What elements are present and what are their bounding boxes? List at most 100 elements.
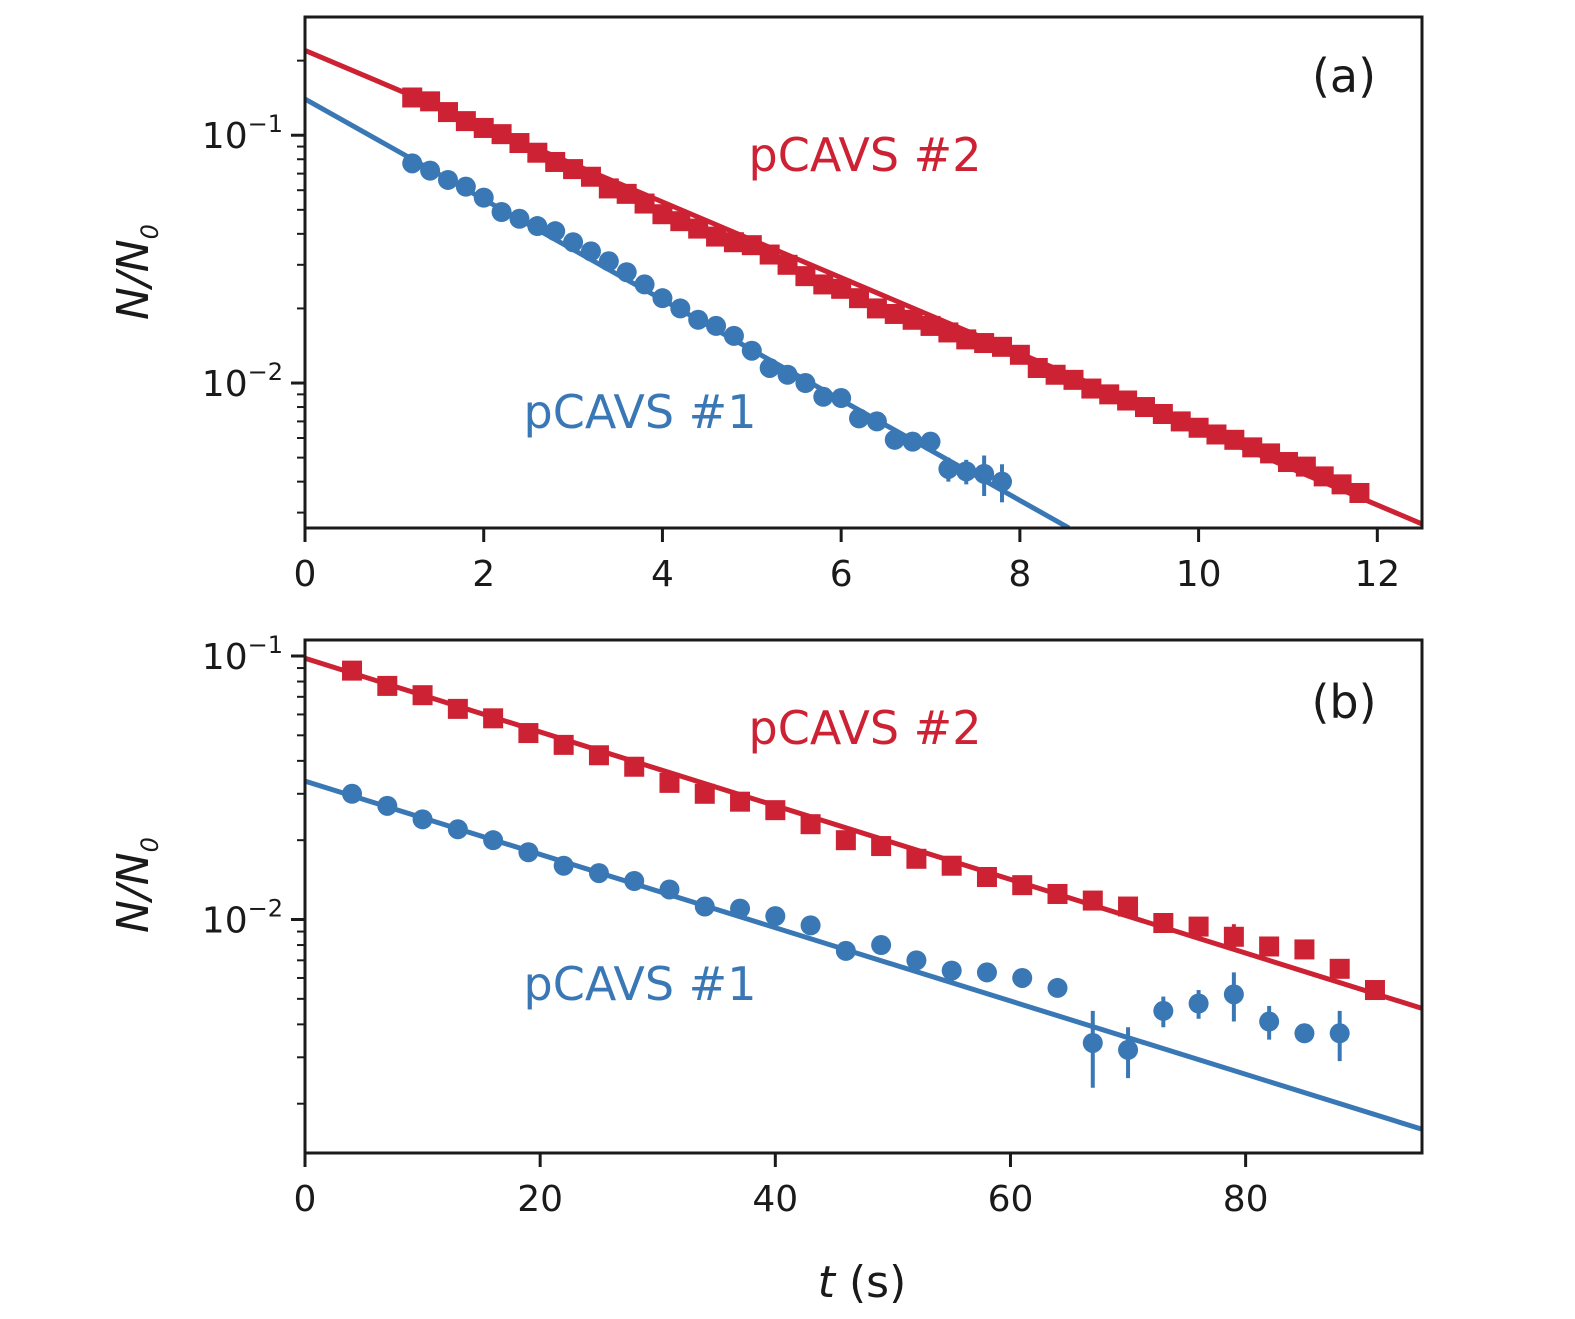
data-point [518,723,539,744]
data-point [694,783,715,804]
data-point [437,102,458,123]
data-point [1012,875,1033,896]
data-point [588,863,609,884]
data-point [835,940,856,961]
data-point [1295,456,1316,477]
data-point [634,274,655,295]
x-axis-title: t (s) [818,1257,907,1308]
data-point [723,232,744,253]
x-tick-label: 10 [1176,554,1222,595]
svg-text:N/N0: N/N0 [108,837,164,933]
data-point [624,871,645,892]
panel-a-label: (a) [1312,49,1376,103]
data-point [723,325,744,346]
data-point [1259,936,1280,957]
panel-b-series2-label: pCAVS #2 [749,701,982,755]
data-point [377,675,398,696]
data-point [1170,411,1191,432]
data-point [659,879,680,900]
data-point [688,309,709,330]
panel-b-label: (b) [1311,675,1376,729]
data-point [563,232,584,253]
data-point [342,783,363,804]
data-point [491,201,512,222]
data-point [1082,890,1103,911]
data-point [938,322,959,343]
data-point [1082,1032,1103,1053]
x-tick-label: 0 [294,554,317,595]
data-point [588,745,609,766]
panel-a-series1-label: pCAVS #1 [524,385,757,439]
data-point [941,960,962,981]
panel-a-y-axis-title: N/N0 [108,224,164,320]
data-point [849,288,870,309]
data-point [1223,926,1244,947]
data-point [420,160,441,181]
data-point [1206,424,1227,445]
data-point [1063,369,1084,390]
data-point [1259,1011,1280,1032]
data-point [342,660,363,681]
data-point [741,235,762,256]
data-point [866,411,887,432]
data-point [884,429,905,450]
data-point [688,218,709,239]
panel-b-y-axis-title: N/N0 [108,837,164,933]
data-point [1009,344,1030,365]
series-2 [305,48,1422,527]
x-tick-label: 2 [472,554,495,595]
data-point [377,795,398,816]
data-point [455,111,476,132]
data-point [777,254,798,275]
panel-b-series1-label: pCAVS #1 [524,957,757,1011]
data-point [616,262,637,283]
panel-b-ticks: 0 20 40 60 80 10−1 10−2 [202,631,1269,1220]
x-tick-label: 0 [294,1179,317,1220]
data-point [1117,390,1138,411]
data-point [813,386,834,407]
data-point [670,211,691,232]
data-point [871,836,892,857]
data-point [1277,452,1298,473]
series-1 [305,778,1422,1132]
data-point [795,373,816,394]
data-point [412,685,433,706]
data-point [1188,417,1209,438]
data-point [624,756,645,777]
data-point [976,866,997,887]
data-point [1188,993,1209,1014]
data-point [813,274,834,295]
data-point [1118,896,1139,917]
panel-b-frame [303,638,1424,1155]
data-point [509,208,530,229]
data-point [706,226,727,247]
data-point [473,117,494,138]
panel-a-series2-label: pCAVS #2 [749,128,982,182]
x-tick-label: 6 [830,554,853,595]
data-point [884,303,905,324]
data-point [759,244,780,265]
data-point [412,809,433,830]
data-point [634,193,655,214]
data-point [956,461,977,482]
data-point [920,431,941,452]
data-point [455,176,476,197]
data-point [437,169,458,190]
data-point [777,364,798,385]
data-point [447,698,468,719]
data-point [831,388,852,409]
data-point [974,333,995,354]
data-point [1294,939,1315,960]
data-point [447,819,468,840]
data-point [956,329,977,350]
data-point [800,915,821,936]
data-point [976,962,997,983]
data-point [1223,984,1244,1005]
data-point [920,315,941,336]
data-point [992,336,1013,357]
x-tick-label: 8 [1008,554,1031,595]
data-point [491,124,512,145]
data-point [992,471,1013,492]
data-point [1364,980,1385,1001]
